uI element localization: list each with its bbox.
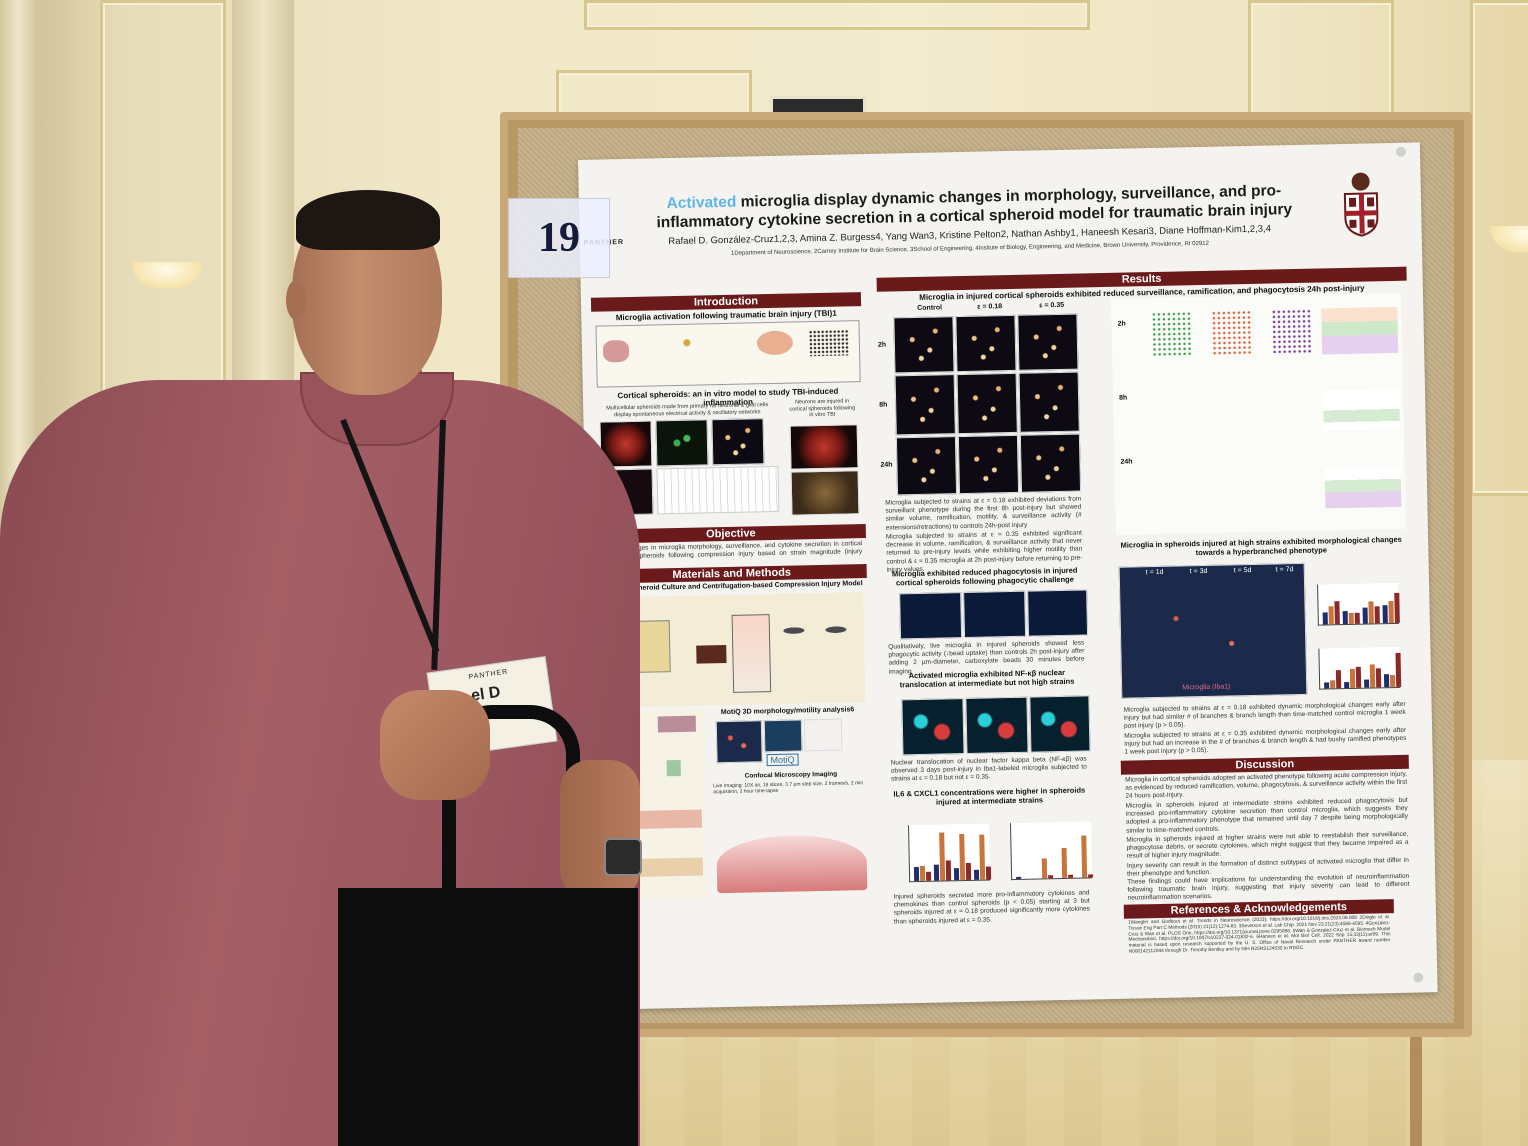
methods-diagram [601, 592, 866, 708]
surveillance-timeseries [1322, 388, 1400, 431]
wall-panel-top [584, 0, 1090, 30]
oligodendrocytes-image [711, 418, 765, 466]
neurons-injured-note: Neurons are injured in cortical spheroid… [789, 398, 856, 419]
centrifuge-icon [779, 612, 851, 648]
presenter-ear [286, 280, 306, 320]
motiq-logo: MotiQ [766, 753, 799, 767]
microglia-2h-035 [1017, 313, 1079, 371]
surveillance-plots: 2h 8h 24h [1111, 292, 1406, 535]
control-neurons-image [789, 424, 859, 470]
nfkb-control [901, 698, 965, 756]
title-text: microglia display dynamic changes in mor… [656, 182, 1293, 232]
astrocytes-image [655, 419, 709, 467]
microglia-8h-035 [1018, 371, 1080, 433]
nfkb-035 [1029, 695, 1091, 753]
agarose-gel-icon [696, 645, 727, 664]
wall-lamp [132, 262, 202, 288]
well-culture-icon [731, 614, 772, 693]
imaging-details: Live Imaging: 10X air, 18 slices, 3.7 µm… [713, 780, 864, 796]
badge-org: PANTHER [468, 668, 509, 681]
results-section4-title: IL6 & CXCL1 concentrations were higher i… [893, 785, 1086, 807]
results-section3-title: Activated microglia exhibited NF-κβ nucl… [899, 667, 1075, 690]
row-label: 24h [880, 461, 893, 469]
microglia-8h-control [894, 374, 956, 436]
wristwatch [604, 838, 642, 876]
microglia-24h-018 [957, 434, 1020, 495]
tbi-diagram [595, 320, 861, 388]
scatter-plot [1271, 308, 1313, 356]
motiq-image [763, 719, 803, 753]
il6-bar-chart [908, 823, 992, 883]
phagocytosis-035 [1027, 589, 1089, 637]
cytokine-diagram [716, 834, 868, 894]
presenter-hand [380, 690, 490, 800]
scatter-plot [1211, 309, 1253, 357]
results-bullet: Microglia subjected to strains at ε = 0.… [1124, 726, 1407, 757]
row-label: 2h [877, 341, 887, 349]
results-section2-title: Microglia exhibited reduced phagocytosis… [891, 565, 1078, 588]
research-poster: PANTHER Activated microglia display dyna… [578, 142, 1438, 1010]
microglia-8h-018 [956, 372, 1018, 435]
motiq-heading: MotiQ 3D morphology/motility analysis6 [720, 706, 855, 717]
injured-neurons-image [790, 470, 860, 516]
activated-microglia-icon [756, 330, 794, 356]
col-label: ε = 0.35 [1039, 301, 1065, 310]
microglia-2h-control [893, 316, 955, 374]
discussion-bullet: Microglia in spheroids injured at interm… [1125, 796, 1409, 835]
poster-number-card: 19 [508, 198, 610, 278]
row-label: 8h [879, 401, 888, 409]
results-section5-title: Microglia in spheroids injured at high s… [1120, 534, 1402, 558]
row-label: 2h [1117, 320, 1126, 328]
spheroid-description: Multicellular spheroids made from primar… [606, 402, 769, 418]
easel-leg [1410, 1030, 1422, 1146]
surveillance-timeseries [1324, 466, 1402, 509]
results-bullet: Microglia subjected to strains at ε = 0.… [885, 495, 1082, 532]
col-label: Control [917, 304, 943, 312]
push-pin [1395, 146, 1407, 157]
motiq-image [803, 718, 843, 752]
presenter-hand [560, 760, 640, 900]
branches-bar-chart [1317, 582, 1400, 626]
nfkb-018 [965, 696, 1029, 754]
push-pin [1413, 972, 1424, 983]
microglia-24h-035 [1019, 433, 1082, 493]
scatter-plot [1151, 311, 1193, 359]
microglia-24h-control [895, 436, 958, 496]
motiq-image [715, 720, 763, 764]
hyperbranched-microglia-image: t = 1d t = 3d t = 5d t = 7d Microglia (I… [1118, 562, 1308, 699]
phagocytosis-018 [963, 590, 1027, 639]
wall-panel [1248, 0, 1394, 118]
nfkb-text: Nuclear translocation of nuclear factor … [890, 755, 1087, 783]
brain-icon [602, 339, 630, 363]
brown-university-shield-icon [1343, 172, 1379, 237]
phagocytosis-control [899, 592, 963, 640]
timeline-box-surveillance [657, 715, 696, 733]
cytokine-text: Injured spheroids secreted more pro-infl… [893, 889, 1090, 926]
title-accent: Activated [666, 193, 737, 213]
presenter-hair [296, 190, 440, 250]
references-text: 1Wangler and Godbout et al. Trends in Ne… [1128, 915, 1391, 955]
col-label: ε = 0.18 [977, 303, 1003, 311]
microglia-2h-018 [955, 314, 1017, 373]
black-tote-bag [338, 888, 638, 1146]
branch-length-bar-chart [1318, 646, 1402, 690]
cxcl1-bar-chart [1009, 821, 1094, 881]
cytokines-icon [808, 329, 850, 357]
surveillance-timeseries [1321, 306, 1399, 355]
imaging-heading: Confocal Microscopy Imaging [744, 770, 838, 780]
electrical-activity-trace [656, 465, 780, 515]
timeline-box-phagocytosis [666, 759, 681, 777]
row-label: 24h [1120, 458, 1133, 466]
microglia-icon [666, 330, 708, 356]
row-label: 8h [1119, 394, 1128, 402]
